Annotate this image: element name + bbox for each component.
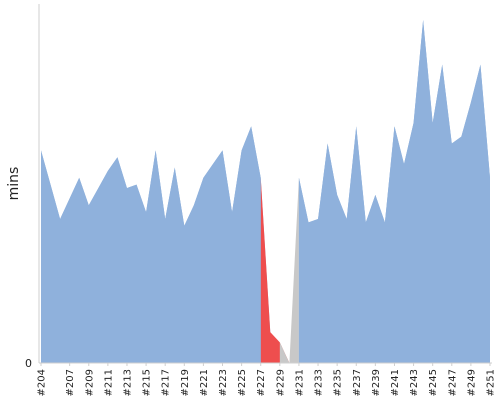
x-tick-label: #235	[333, 369, 344, 396]
y-tick-labels: 0	[25, 357, 32, 370]
x-tick-labels: #204 #207 #209 #211 #213 #215 #217 #219 #221 #223…	[37, 363, 497, 396]
x-tick-label: #204	[37, 369, 48, 396]
x-tick-label: #221	[199, 369, 210, 396]
x-tick-label: #243	[409, 369, 420, 396]
x-tick-label: #237	[352, 369, 363, 396]
x-tick-label: #231	[294, 369, 305, 396]
x-tick-label: #217	[161, 369, 172, 396]
x-tick-label: #225	[237, 369, 248, 396]
x-tick-label: #213	[122, 369, 133, 396]
y-axis-label: mins	[6, 167, 22, 201]
x-tick-label: #207	[65, 369, 76, 396]
series-area-normal-top-2	[298, 20, 490, 363]
x-tick-label: #251	[486, 369, 497, 396]
x-tick-label: #219	[180, 369, 191, 396]
x-tick-label: #209	[84, 369, 95, 396]
x-tick-label: #249	[466, 369, 477, 396]
x-tick-label: #223	[218, 369, 229, 396]
x-tick-label: #215	[142, 369, 153, 396]
x-tick-label: #239	[371, 369, 382, 396]
x-tick-label: #245	[428, 369, 439, 396]
x-tick-label: #211	[103, 369, 114, 396]
series-area-normal-top-1	[41, 126, 261, 363]
series-area-failed-2	[260, 177, 290, 363]
x-tick-label: #233	[314, 369, 325, 396]
series-area-aborted-3	[279, 177, 299, 363]
x-tick-label: #241	[390, 369, 401, 396]
x-tick-label: #227	[256, 369, 267, 396]
x-tick-label: #247	[447, 369, 458, 396]
plot-area	[41, 20, 490, 363]
x-tick-label: #229	[275, 369, 286, 396]
y-tick-label: 0	[25, 357, 32, 370]
